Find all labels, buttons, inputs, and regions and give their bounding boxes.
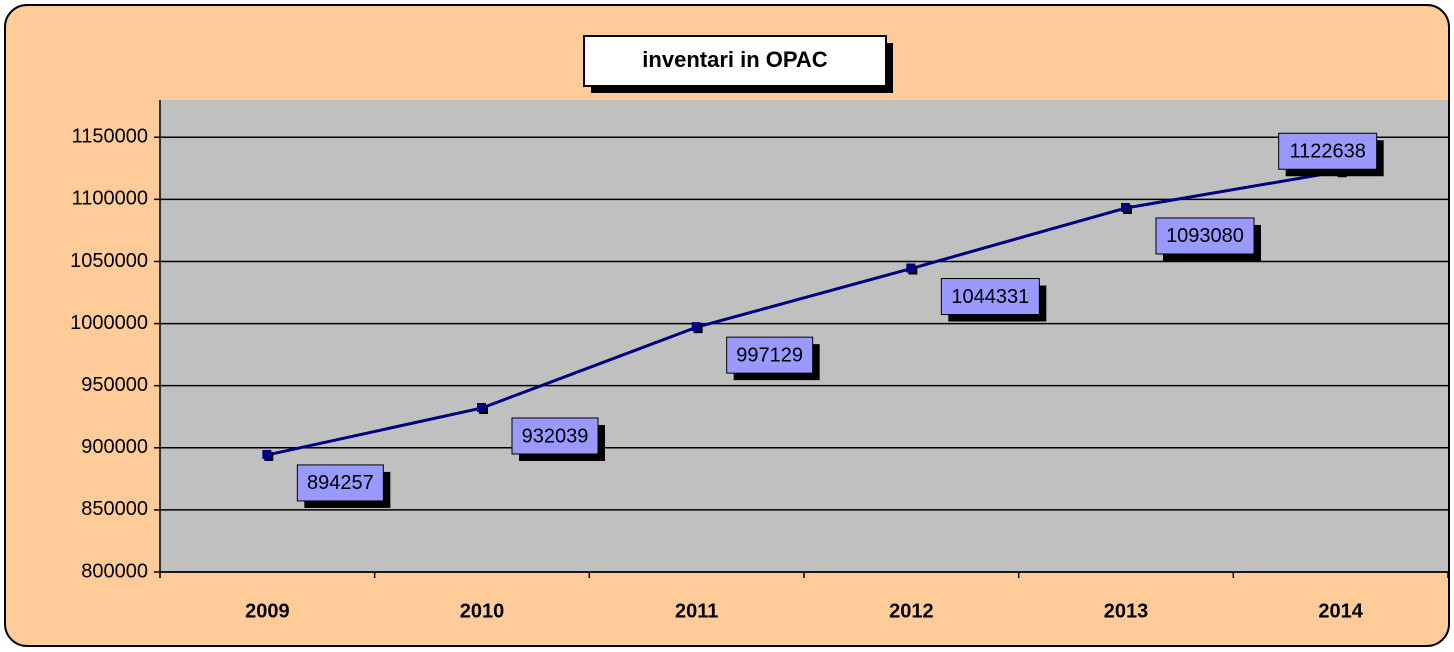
y-tick-label: 1000000 <box>70 312 148 334</box>
data-label: 894257 <box>307 472 374 494</box>
label-box <box>940 278 1040 316</box>
data-label: 1093080 <box>1166 225 1244 247</box>
y-tick-label: 900000 <box>81 436 148 458</box>
label-box <box>726 336 814 374</box>
x-tick-label: 2010 <box>460 600 505 622</box>
data-label: 997129 <box>736 344 803 366</box>
y-tick-label: 850000 <box>81 498 148 520</box>
y-tick-label: 1150000 <box>72 126 148 148</box>
x-tick-label: 2014 <box>1318 600 1363 622</box>
y-tick-label: 950000 <box>81 374 148 396</box>
label-box <box>511 417 599 455</box>
label-box <box>296 464 384 502</box>
y-tick-label: 1100000 <box>72 188 148 210</box>
data-label: 932039 <box>522 425 589 447</box>
x-tick-label: 2012 <box>889 600 934 622</box>
point <box>477 402 486 412</box>
point <box>691 322 701 332</box>
data-label: 1044331 <box>951 286 1029 308</box>
point <box>262 449 272 459</box>
x-tick-label: 2011 <box>675 600 718 622</box>
point <box>1121 202 1130 212</box>
chart-title: inventari in OPAC <box>642 47 828 72</box>
title-box <box>583 35 887 87</box>
data-label: 1122638 <box>1289 141 1365 163</box>
x-tick-label: 2013 <box>1104 600 1149 622</box>
x-tick-label: 2009 <box>245 600 290 622</box>
y-tick-label: 1050000 <box>70 250 148 272</box>
y-tick-label: 800000 <box>81 560 148 582</box>
label-box <box>1155 217 1255 255</box>
label-box <box>1278 132 1378 170</box>
point <box>906 263 916 273</box>
series-line <box>267 169 1341 457</box>
